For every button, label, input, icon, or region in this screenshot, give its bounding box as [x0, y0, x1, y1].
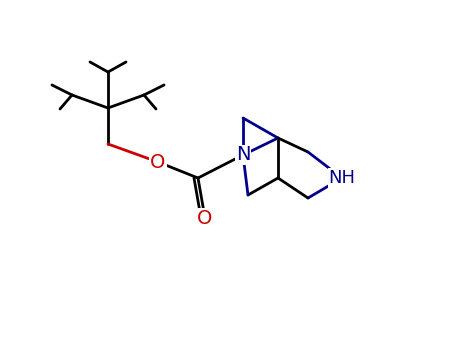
Text: O: O [150, 153, 166, 172]
Text: NH: NH [329, 169, 355, 187]
Text: O: O [197, 209, 212, 228]
Text: N: N [236, 146, 250, 164]
